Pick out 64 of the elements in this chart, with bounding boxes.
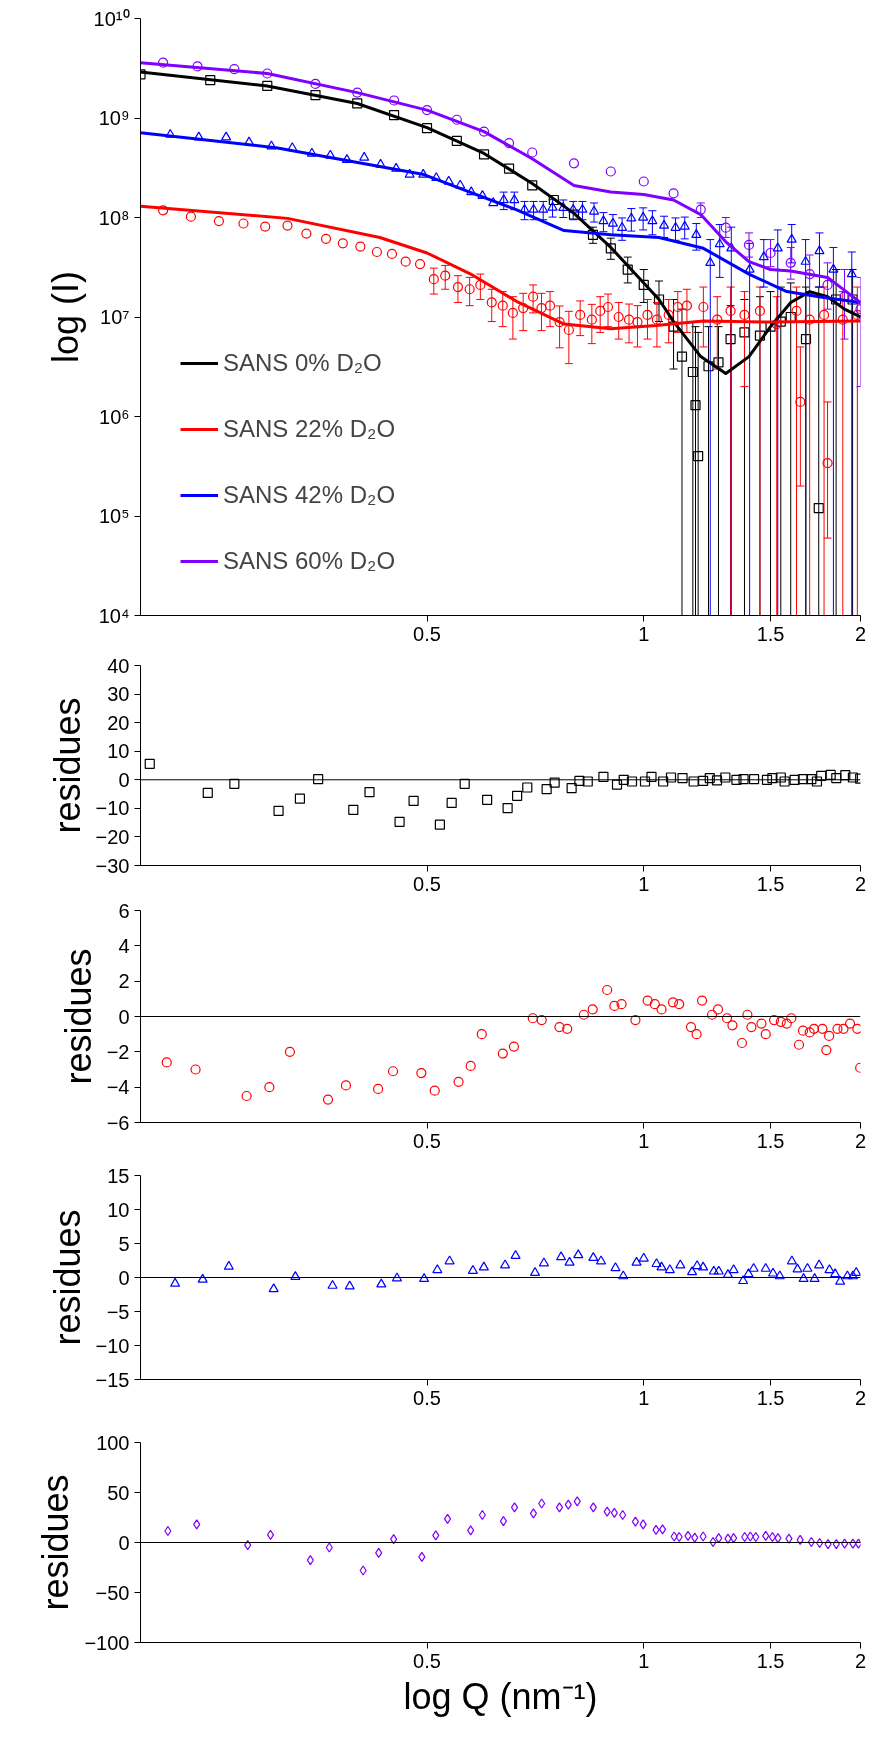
x-tick-label: 1 xyxy=(638,622,650,645)
y-tick-label: −2 xyxy=(106,1040,130,1063)
y-tick-label: 6 xyxy=(118,899,130,922)
y-tick-label: −10 xyxy=(95,797,130,820)
x-tick-label: 1 xyxy=(638,1129,650,1152)
x-tick-label: 0.5 xyxy=(413,1129,441,1152)
x-tick-label: 0.5 xyxy=(413,622,441,645)
x-tick-label: 1.5 xyxy=(756,622,785,645)
y-tick-label: 10 xyxy=(107,740,130,763)
legend-label: SANS 22% D₂O xyxy=(223,415,396,443)
x-tick-label: 2 xyxy=(854,622,867,645)
y-tick-label: −4 xyxy=(106,1076,130,1099)
x-tick-label: 1 xyxy=(638,1386,650,1409)
y-tick-label: 5 xyxy=(118,1232,130,1255)
x-tick-label: 1.5 xyxy=(756,1129,785,1152)
legend-label: SANS 42% D₂O xyxy=(223,481,396,509)
y-tick-label: −20 xyxy=(95,825,130,848)
y-tick-label: 4 xyxy=(118,934,130,957)
y-tick-label: 10⁸ xyxy=(98,206,130,229)
x-tick-label: 1 xyxy=(638,872,650,895)
x-tick-label: 2 xyxy=(854,872,867,895)
y-tick-label: 0 xyxy=(118,1266,130,1289)
y-tick-label: −15 xyxy=(95,1368,130,1391)
y-tick-label: 10 xyxy=(107,1198,130,1221)
y-tick-label: −30 xyxy=(95,854,130,877)
y-tick-label: 10⁴ xyxy=(98,604,130,627)
y-axis-title: residues xyxy=(46,697,88,834)
y-axis-title: residues xyxy=(46,1209,88,1346)
y-tick-label: −6 xyxy=(106,1111,130,1134)
x-tick-label: 1.5 xyxy=(756,1649,785,1672)
y-tick-label: 0 xyxy=(118,1005,130,1028)
y-tick-label: 40 xyxy=(107,654,130,677)
x-tick-label: 0.5 xyxy=(413,1386,441,1409)
y-tick-label: 0 xyxy=(118,768,130,791)
y-tick-label: 0 xyxy=(118,1531,130,1554)
y-axis-title: log (I) xyxy=(44,270,86,364)
y-tick-label: 15 xyxy=(107,1164,130,1187)
x-tick-label: 0.5 xyxy=(413,1649,441,1672)
y-axis-title: residues xyxy=(57,948,99,1085)
legend-label: SANS 0% D₂O xyxy=(223,349,382,377)
y-tick-label: 100 xyxy=(96,1431,130,1454)
x-tick-label: 1 xyxy=(638,1649,650,1672)
y-tick-label: −10 xyxy=(95,1334,130,1357)
x-tick-label: 1.5 xyxy=(756,1386,785,1409)
legend-label: SANS 60% D₂O xyxy=(223,547,396,575)
x-tick-label: 1.5 xyxy=(756,872,785,895)
y-tick-label: 10⁹ xyxy=(98,107,130,129)
y-tick-label: −100 xyxy=(84,1631,130,1654)
y-tick-label: −50 xyxy=(95,1581,130,1604)
y-tick-label: 10¹⁰ xyxy=(93,7,130,30)
y-axis-title: residues xyxy=(35,1474,77,1611)
y-tick-label: 20 xyxy=(107,711,130,734)
y-tick-label: −5 xyxy=(106,1300,130,1323)
y-tick-label: 50 xyxy=(107,1481,130,1504)
y-tick-label: 10⁵ xyxy=(98,505,130,527)
x-tick-label: 2 xyxy=(854,1386,867,1409)
x-axis-title: log Q (nm⁻¹) xyxy=(403,1675,598,1717)
y-tick-label: 10⁷ xyxy=(100,306,130,328)
x-tick-label: 2 xyxy=(854,1129,867,1152)
y-tick-label: 30 xyxy=(107,683,130,706)
x-tick-label: 2 xyxy=(854,1649,867,1672)
y-tick-label: 2 xyxy=(118,970,130,993)
x-tick-label: 0.5 xyxy=(413,872,441,895)
y-tick-label: 10⁶ xyxy=(99,405,130,428)
